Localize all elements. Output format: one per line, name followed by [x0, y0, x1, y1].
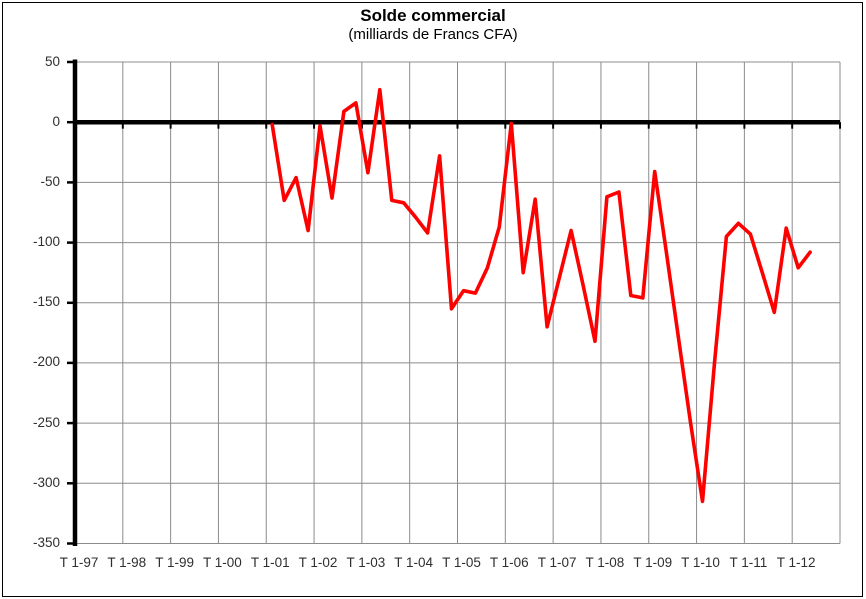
- x-axis-label: T 1-10: [681, 555, 720, 570]
- x-axis-label: T 1-98: [107, 555, 147, 570]
- y-axis-label: -200: [32, 354, 60, 370]
- y-axis-label: 50: [44, 53, 60, 69]
- x-axis-label: T 1-03: [346, 555, 386, 570]
- x-axis-label: T 1-11: [729, 555, 768, 570]
- x-axis-label: T 1-01: [250, 555, 290, 570]
- x-axis-label: T 1-12: [776, 555, 816, 570]
- chart-title: Solde commercial: [360, 6, 506, 25]
- x-axis-label: T 1-00: [203, 555, 242, 570]
- x-axis-label: T 1-09: [633, 555, 673, 570]
- x-axis-label: T 1-05: [442, 555, 481, 570]
- x-axis-label: T 1-97: [59, 555, 99, 570]
- x-axis-label: T 1-08: [585, 555, 625, 570]
- trade-balance-line: [270, 87, 812, 504]
- y-axis-label: -350: [32, 535, 60, 550]
- chart-header: Solde commercial (milliards de Francs CF…: [0, 5, 866, 45]
- x-axis-label: T 1-06: [489, 555, 529, 570]
- y-axis-label: -250: [32, 414, 60, 430]
- y-axis-label: -50: [40, 173, 60, 189]
- x-axis-label: T 1-02: [298, 555, 338, 570]
- y-axis-label: -150: [32, 294, 60, 310]
- x-axis-label: T 1-04: [394, 555, 434, 570]
- y-axis-label: 0: [52, 113, 60, 129]
- chart-subtitle: (milliards de Francs CFA): [348, 26, 518, 44]
- x-axis-label: T 1-07: [537, 555, 577, 570]
- x-axis-label: T 1-99: [155, 555, 195, 570]
- y-axis-label: -100: [32, 234, 60, 250]
- y-axis-label: -300: [32, 474, 60, 490]
